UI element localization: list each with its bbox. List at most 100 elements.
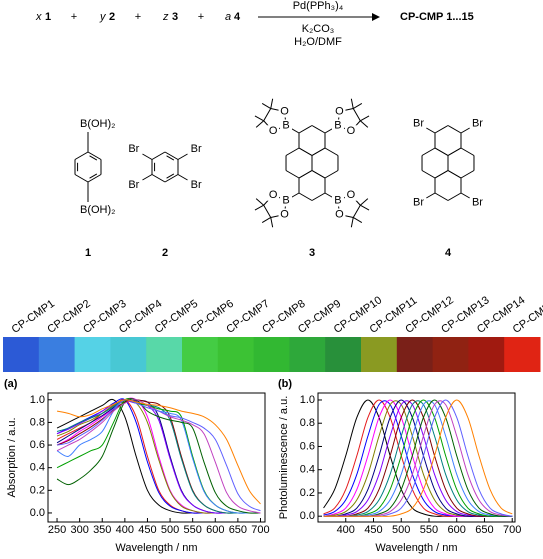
atom-label: B (334, 195, 341, 207)
plot-frame (317, 392, 516, 523)
atom-label: Br (191, 179, 202, 191)
coefficient: a (225, 11, 231, 23)
solvent: H₂O/DMF (294, 36, 342, 48)
x-tick-label: 450 (364, 524, 382, 536)
bond (74, 174, 89, 183)
x-tick-label: 500 (392, 524, 410, 536)
bond (447, 192, 462, 201)
atom-label: O (335, 105, 344, 117)
bond (74, 151, 89, 160)
coefficient: z (162, 11, 169, 23)
atom-label: O (347, 189, 356, 201)
label-bg (127, 143, 140, 155)
bond (324, 170, 339, 179)
y-tick-label: 0.0 (30, 507, 45, 519)
y-tick-label: 0.6 (30, 439, 45, 451)
sample-swatch (146, 337, 183, 372)
atom-label: Br (191, 143, 202, 155)
bond (434, 125, 449, 134)
label-bg (344, 125, 357, 138)
x-tick-label: 400 (337, 524, 355, 536)
compound-number: 1 (45, 11, 51, 23)
sample-swatch (38, 337, 76, 372)
bond (460, 147, 475, 156)
bond (166, 155, 175, 161)
label-bg (333, 208, 346, 221)
bond (434, 192, 449, 201)
bond (254, 115, 264, 122)
panel-label: (b) (278, 378, 292, 390)
compound-number: 2 (109, 11, 115, 23)
label-bg (280, 194, 293, 207)
sample-swatch (396, 337, 434, 372)
bond (360, 115, 370, 122)
sample-swatch (217, 337, 255, 372)
sample-swatch (361, 337, 398, 372)
bond (352, 204, 361, 218)
bond (177, 153, 188, 160)
bond (311, 147, 326, 156)
atom-label: O (269, 125, 278, 137)
sample-swatch (3, 337, 40, 372)
x-tick-label: 600 (448, 524, 466, 536)
x-tick-label: 650 (475, 524, 493, 536)
sample-swatch (74, 337, 111, 372)
atom-label: O (280, 105, 289, 117)
bond (298, 125, 313, 134)
atom-label: B (282, 195, 289, 207)
label-bg (190, 179, 203, 191)
bond (142, 174, 153, 181)
bond (460, 192, 470, 199)
coefficient: y (99, 11, 107, 23)
spectrum-line (56, 398, 261, 514)
sample-swatch (504, 337, 541, 372)
label-bg (412, 117, 425, 130)
sample-swatch (289, 337, 326, 372)
x-axis-title: Wavelength / nm (375, 542, 457, 554)
x-tick-label: 400 (116, 524, 134, 536)
bond (311, 125, 326, 134)
y-tick-label: 0.4 (300, 464, 315, 476)
x-tick-label: 550 (420, 524, 438, 536)
x-tick-label: 450 (138, 524, 156, 536)
bond (359, 120, 369, 128)
label-bg (471, 196, 484, 209)
x-tick-label: 650 (229, 524, 247, 536)
label-bg (267, 188, 280, 201)
label-bg (280, 119, 293, 132)
bond (177, 174, 188, 181)
x-tick-label: 550 (183, 524, 201, 536)
bond (164, 174, 179, 183)
spectrum-line (56, 399, 261, 512)
bond (426, 192, 436, 199)
plot-frame (47, 392, 266, 523)
bond (255, 198, 265, 206)
structure-number: 4 (445, 247, 452, 259)
atom-label: Br (128, 143, 139, 155)
y-axis-title: Photoluminescence / a.u. (278, 396, 290, 520)
x-tick-label: 350 (93, 524, 111, 536)
spectrum-line (56, 399, 261, 514)
x-axis-title: Wavelength / nm (115, 542, 197, 554)
y-tick-label: 0.0 (300, 510, 315, 522)
y-tick-label: 0.2 (300, 487, 315, 499)
bond (350, 98, 354, 109)
bond (311, 192, 326, 201)
atom-label: O (347, 125, 356, 137)
x-tick-label: 600 (206, 524, 224, 536)
atom-label: B (282, 120, 289, 132)
y-tick-label: 0.2 (30, 484, 45, 496)
label-bg (331, 194, 344, 207)
x-tick-label: 300 (70, 524, 88, 536)
bond (350, 217, 354, 228)
spectrum-line (323, 400, 513, 517)
bond (261, 217, 272, 224)
bond (255, 120, 265, 128)
coefficient: x (35, 11, 42, 23)
bond (447, 170, 462, 179)
bond (151, 151, 166, 160)
atom-label: Br (472, 118, 483, 130)
x-tick-label: 500 (161, 524, 179, 536)
bond (359, 198, 369, 206)
